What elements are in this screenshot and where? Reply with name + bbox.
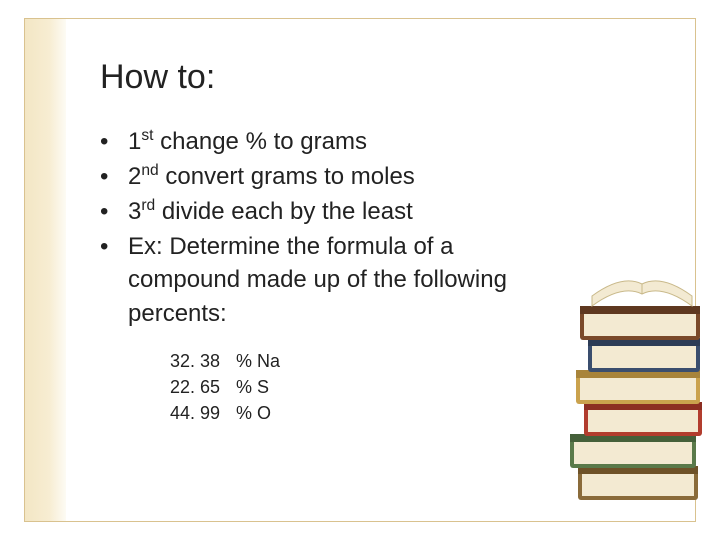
list-item: • 3rd divide each by the least (100, 195, 540, 228)
percent-value: 22. 65 (170, 374, 226, 400)
slide-title: How to: (100, 58, 636, 97)
list-item: • 1st change % to grams (100, 125, 540, 158)
percent-value: 44. 99 (170, 400, 226, 426)
bullet-text: 1st change % to grams (128, 125, 540, 158)
ordinal-suffix: st (141, 127, 153, 144)
ordinal: 2 (128, 163, 141, 190)
bullet-dot: • (100, 160, 128, 193)
bullet-text: Ex: Determine the formula of a compound … (128, 230, 540, 329)
bullet-dot: • (100, 230, 128, 329)
bullet-dot: • (100, 125, 128, 158)
bullet-list: • 1st change % to grams • 2nd convert gr… (100, 125, 540, 330)
ordinal-suffix: nd (141, 162, 158, 179)
percent-value: 32. 38 (170, 348, 226, 374)
list-item: • Ex: Determine the formula of a compoun… (100, 230, 540, 329)
bullet-body: Ex: Determine the formula of a compound … (128, 233, 507, 326)
books-stack-icon (542, 236, 712, 516)
ordinal: 3 (128, 198, 141, 225)
ordinal-suffix: rd (141, 197, 155, 214)
bullet-body: divide each by the least (155, 198, 413, 225)
list-item: • 2nd convert grams to moles (100, 160, 540, 193)
percent-label: % Na (236, 348, 280, 374)
bullet-body: convert grams to moles (159, 163, 415, 190)
bullet-dot: • (100, 195, 128, 228)
bullet-body: change % to grams (154, 128, 367, 155)
percent-label: % O (236, 400, 271, 426)
percent-label: % S (236, 374, 269, 400)
bullet-text: 2nd convert grams to moles (128, 160, 540, 193)
bullet-text: 3rd divide each by the least (128, 195, 540, 228)
ordinal: 1 (128, 128, 141, 155)
